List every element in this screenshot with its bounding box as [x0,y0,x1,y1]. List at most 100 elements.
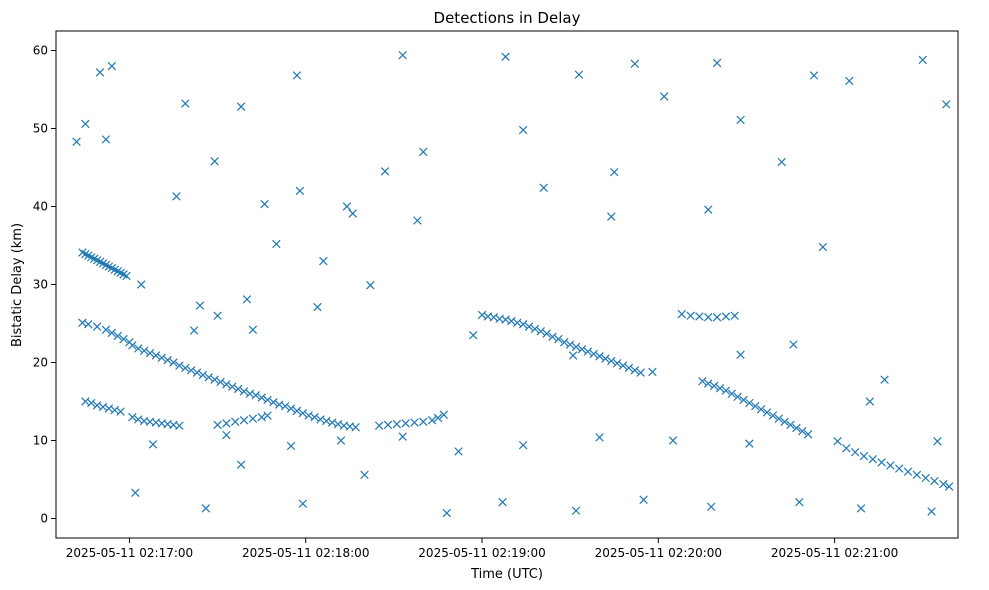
data-point [721,386,731,395]
data-point [342,202,352,211]
data-point [374,421,384,430]
data-point [777,157,786,167]
data-point [366,281,375,290]
data-point [630,59,640,68]
data-point [933,437,942,446]
data-point [454,447,463,456]
data-point [157,353,166,363]
data-point [189,326,199,335]
data-point [210,157,219,166]
data-point [939,479,948,489]
y-tick-label: 60 [33,44,48,58]
data-point [501,52,510,61]
data-point [618,361,628,370]
data-point [213,420,222,430]
data-point [148,440,158,449]
data-point [442,508,451,518]
data-point [571,506,581,515]
data-point [530,324,540,334]
data-point [704,379,713,388]
data-point [930,476,939,486]
data-point [128,341,137,350]
data-point [695,312,704,321]
data-point [286,404,296,413]
data-point [210,375,219,384]
data-point [795,497,804,507]
data-point [727,389,736,398]
data-point [589,349,598,359]
data-point [145,348,155,358]
data-point [107,328,117,338]
data-point [903,467,913,476]
data-point [380,167,390,176]
data-point [151,351,161,360]
data-point [524,322,534,331]
data-point [595,433,604,442]
data-point [198,370,208,380]
data-point [101,325,111,334]
data-point [789,340,798,349]
data-point [313,302,322,312]
data-point [518,440,528,450]
data-point [607,212,616,221]
data-point [577,345,587,354]
data-point [222,430,231,440]
data-point [248,414,258,423]
data-point [704,313,713,322]
data-point [607,356,616,366]
data-point [398,50,407,60]
data-point [204,373,214,382]
data-point [195,301,205,310]
data-point [677,309,687,319]
data-point [136,280,146,289]
y-axis-ticks: 0 10 20 30 40 50 60 [33,44,56,526]
data-point [856,504,866,513]
data-point [736,115,745,125]
data-point [601,354,610,363]
data-point [383,420,393,430]
data-point [292,406,302,416]
data-point [786,420,795,430]
data-point [272,239,281,249]
data-point [269,398,278,407]
data-point [798,426,807,436]
data-point [131,488,140,497]
data-point [192,368,202,377]
x-axis-title: Time (UTC) [470,567,543,582]
data-point [942,100,951,109]
data-point [756,405,766,414]
x-axis-ticks: 2025-05-11 02:17:00 2025-05-11 02:18:00 20… [66,538,898,560]
data-point [498,497,507,507]
data-point [186,366,196,375]
data-point [845,76,854,86]
y-tick-label: 10 [33,434,48,448]
data-point [762,408,772,417]
data-point [730,311,739,320]
x-tick-label: 2025-05-11 02:19:00 [418,546,545,560]
data-point [351,423,360,432]
data-point [360,470,369,480]
data-point [768,411,778,420]
y-tick-label: 0 [40,512,48,526]
data-point [571,342,581,352]
data-point [233,384,243,394]
y-tick-label: 40 [33,200,48,214]
data-point [686,311,695,320]
data-point [81,119,90,129]
y-tick-label: 20 [33,356,48,370]
data-point [780,417,789,427]
data-point [348,209,357,218]
data-point [842,444,851,453]
data-point [280,401,290,411]
data-point [236,102,246,111]
data-point [239,415,249,425]
data-point [704,205,713,214]
x-tick-label: 2025-05-11 02:17:00 [66,546,193,560]
data-point [92,322,102,331]
data-point [201,504,211,513]
data-point [518,125,528,135]
data-point [568,351,578,360]
data-point [310,412,319,422]
data-point [401,419,410,428]
